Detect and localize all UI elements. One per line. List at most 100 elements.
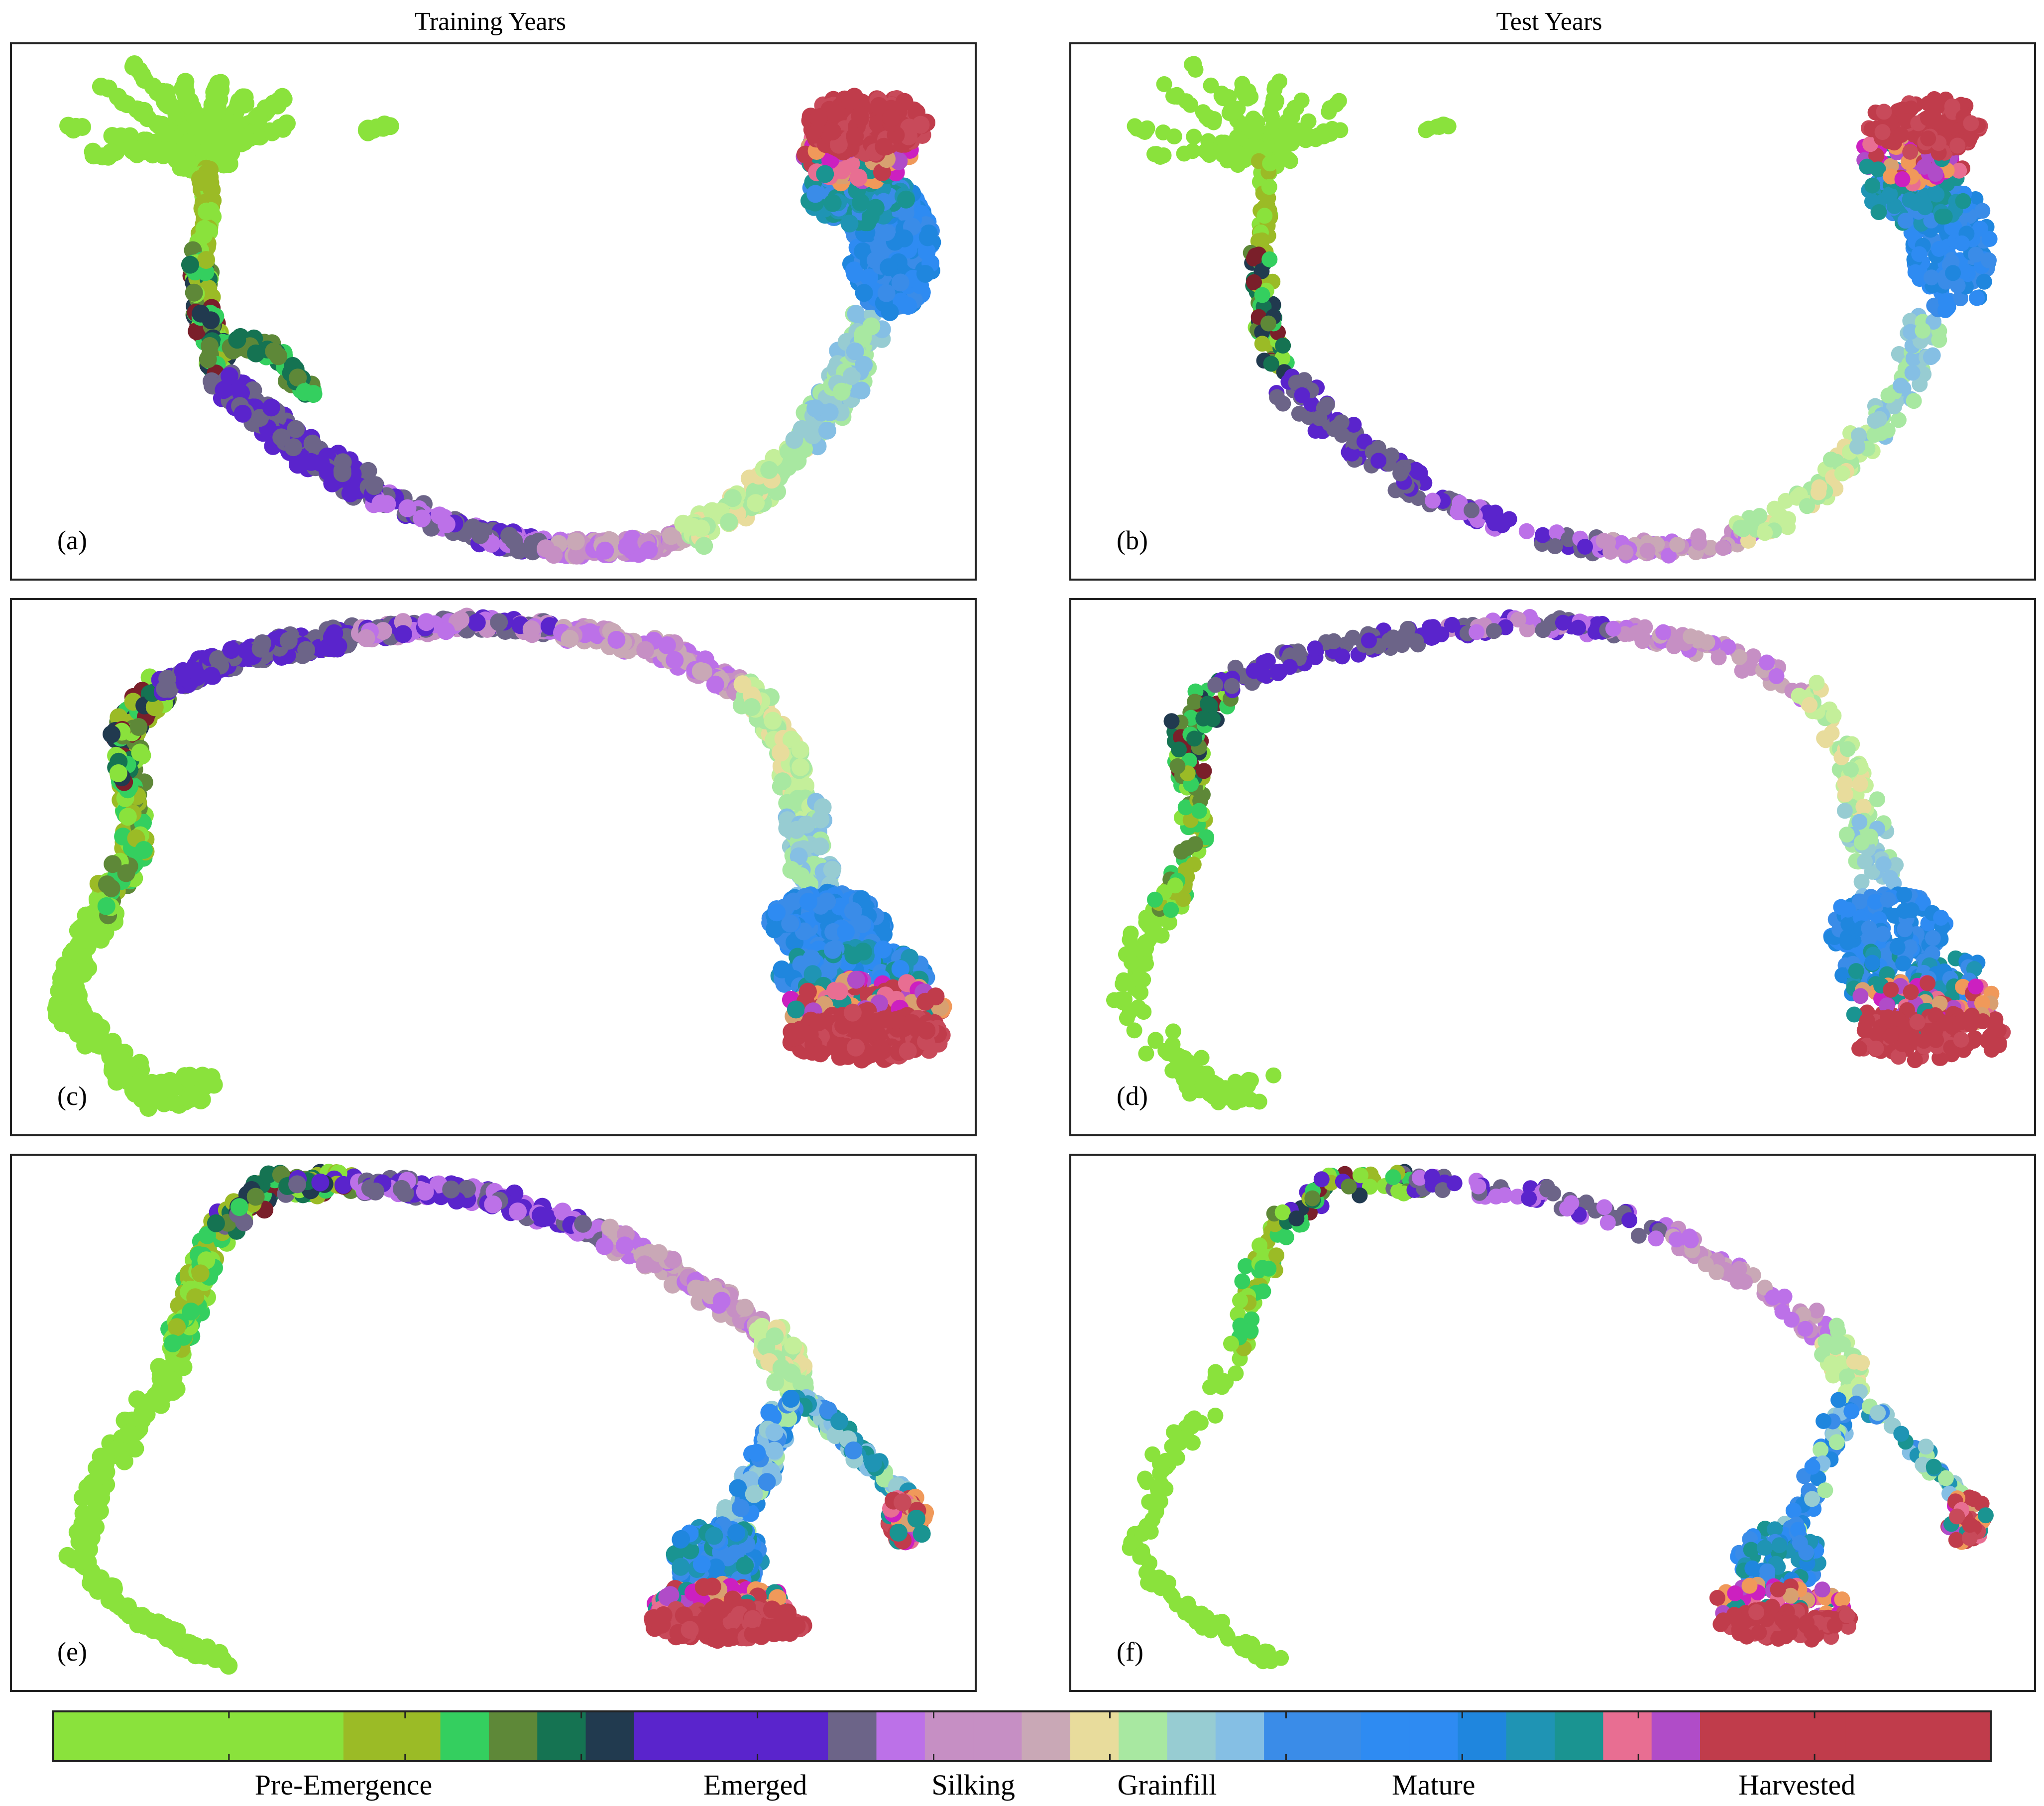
scatter-point — [765, 920, 784, 939]
scatter-point — [1963, 115, 1979, 131]
scatter-point — [918, 228, 937, 246]
scatter-point — [437, 515, 455, 533]
scatter-point — [897, 190, 915, 209]
scatter-point — [823, 941, 842, 959]
panel-c: (c) — [10, 598, 977, 1136]
scatter-point — [596, 541, 614, 560]
scatter-point — [823, 122, 842, 141]
scatter-point — [882, 109, 900, 127]
scatter-point — [104, 1061, 122, 1079]
scatter-point — [118, 808, 137, 826]
scatter-point — [63, 963, 82, 981]
scatter-point — [221, 367, 238, 385]
scatter-point — [852, 381, 871, 400]
scatter-point — [463, 518, 482, 537]
scatter-point — [760, 461, 779, 479]
scatter-point — [816, 165, 834, 183]
scatter-point — [911, 116, 930, 134]
scatter-point — [92, 1019, 111, 1037]
scatter-point — [1929, 186, 1945, 203]
scatter-point — [1147, 1033, 1164, 1049]
scatter-point — [269, 347, 288, 365]
scatter-point — [1267, 79, 1283, 95]
scatter-point — [1176, 145, 1192, 162]
scatter-point — [467, 613, 486, 632]
scatter-point — [247, 344, 265, 362]
scatter-point — [174, 662, 192, 680]
scatter-point — [375, 116, 394, 133]
scatter-point — [1240, 1073, 1256, 1089]
scatter-point — [188, 322, 206, 341]
scatter-point — [1924, 269, 1939, 286]
scatter-point — [394, 625, 412, 643]
scatter-point — [102, 879, 120, 897]
scatter-point — [1937, 302, 1953, 318]
scatter-point — [1193, 1050, 1210, 1066]
scatter-point — [131, 1073, 149, 1091]
scatter-point — [1968, 246, 1984, 263]
scatter-point — [1938, 120, 1955, 136]
scatter-point — [1976, 273, 1992, 290]
panel-a: (a) — [10, 42, 977, 581]
scatter-point — [1715, 540, 1731, 556]
scatter-point — [561, 629, 579, 648]
scatter-point — [1294, 387, 1310, 403]
scatter-point — [284, 438, 303, 457]
scatter-point — [1146, 146, 1162, 162]
scatter-point — [666, 651, 684, 669]
scatter-point — [181, 255, 199, 274]
scatter-point — [720, 513, 738, 531]
scatter-point — [1928, 166, 1944, 182]
scatter-points — [1106, 609, 2011, 1110]
scatter-point — [199, 350, 217, 368]
scatter-point — [522, 620, 541, 638]
scatter-point — [1547, 538, 1563, 554]
scatter-point — [1263, 356, 1279, 372]
scatter-point — [855, 284, 873, 302]
scatter-point — [1871, 204, 1887, 220]
scatter-point — [1464, 502, 1480, 518]
scatter-point — [1197, 143, 1214, 159]
scatter-point — [117, 864, 135, 882]
scatter-point — [826, 104, 844, 122]
scatter-point — [1949, 137, 1966, 154]
scatter-point — [413, 509, 431, 528]
scatter-point — [221, 143, 239, 161]
scatter-point — [1435, 117, 1452, 133]
scatter-point — [1799, 498, 1815, 514]
panel-d: (d) — [1069, 598, 2036, 1136]
scatter-point — [1275, 338, 1291, 354]
scatter-point — [1691, 534, 1707, 551]
scatter-point — [891, 273, 909, 292]
scatter-point — [1268, 93, 1285, 109]
scatter-point — [452, 610, 469, 629]
scatter-point — [1206, 114, 1222, 130]
scatter-point — [287, 420, 305, 438]
scatter-point — [192, 304, 210, 323]
scatter-point — [154, 84, 172, 103]
scatter-point — [1117, 991, 1133, 1007]
scatter-point — [917, 1021, 936, 1040]
scatter-point — [823, 194, 842, 212]
scatter-point — [103, 725, 121, 743]
scatter-point — [764, 712, 782, 730]
scatter-point — [1262, 155, 1278, 172]
scatter-point — [185, 283, 203, 302]
scatter-point — [1225, 104, 1242, 120]
scatter-point — [773, 960, 791, 978]
scatter-point — [84, 142, 102, 161]
scatter-point — [334, 453, 352, 472]
scatter-point — [1907, 264, 1924, 280]
scatter-point — [73, 118, 91, 136]
scatter-point — [1639, 543, 1656, 559]
scatter-point — [1138, 956, 1154, 972]
scatter-point — [1923, 349, 1939, 365]
scatter-point — [1902, 143, 1919, 160]
scatter-point — [847, 305, 865, 323]
scatter-point — [206, 142, 225, 161]
scatter-point — [121, 127, 139, 145]
scatter-point — [1256, 208, 1273, 224]
scatter-point — [274, 120, 292, 138]
scatter-point — [887, 1011, 905, 1029]
scatter-point — [104, 1033, 122, 1051]
